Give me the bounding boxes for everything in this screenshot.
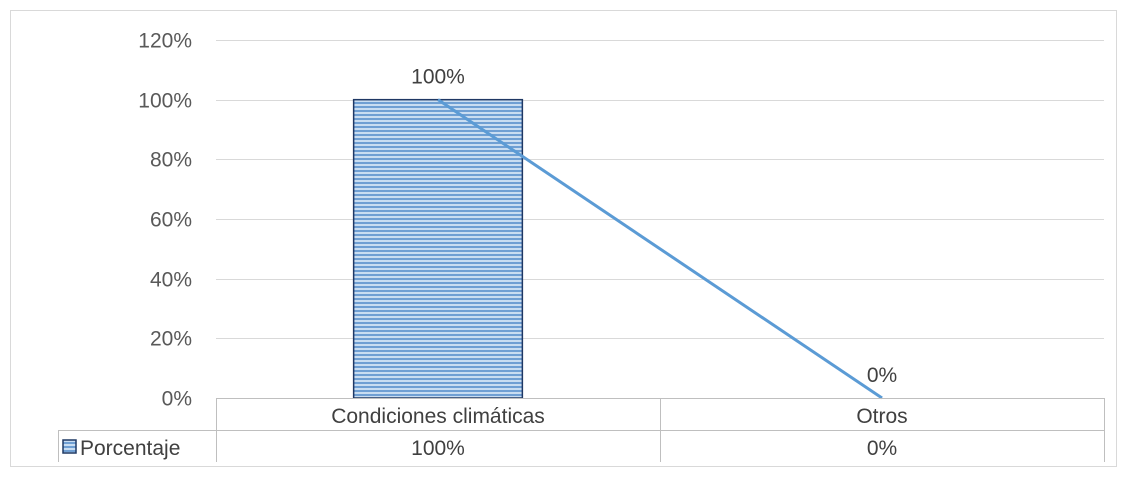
y-tick-label: 0% — [162, 388, 192, 411]
y-axis-ticks: 0% 20% 40% 60% 80% 100% 120% — [138, 30, 192, 411]
overlay-line — [437, 98, 883, 400]
data-table: Condiciones climáticas 100% Otros 0% Porcent… — [58, 398, 1105, 462]
chart-frame — [10, 10, 1117, 467]
data-label: 100% — [411, 66, 465, 89]
category-label: Condiciones climáticas — [331, 405, 545, 428]
y-tick-label: 80% — [150, 149, 192, 172]
table-value: 0% — [867, 437, 897, 460]
y-tick-label: 120% — [138, 30, 192, 53]
category-label: Otros — [856, 405, 907, 428]
data-label: 0% — [867, 364, 897, 387]
y-tick-label: 20% — [150, 328, 192, 351]
series-name: Porcentaje — [80, 437, 180, 460]
data-labels: 100% 0% — [411, 66, 897, 387]
overlay-line-path — [437, 98, 883, 400]
bars — [352, 98, 524, 399]
y-tick-label: 60% — [150, 209, 192, 232]
bar — [352, 98, 524, 399]
y-tick-label: 100% — [138, 90, 192, 113]
table-value: 100% — [411, 437, 465, 460]
legend-key — [62, 439, 77, 454]
y-tick-label: 40% — [150, 269, 192, 292]
